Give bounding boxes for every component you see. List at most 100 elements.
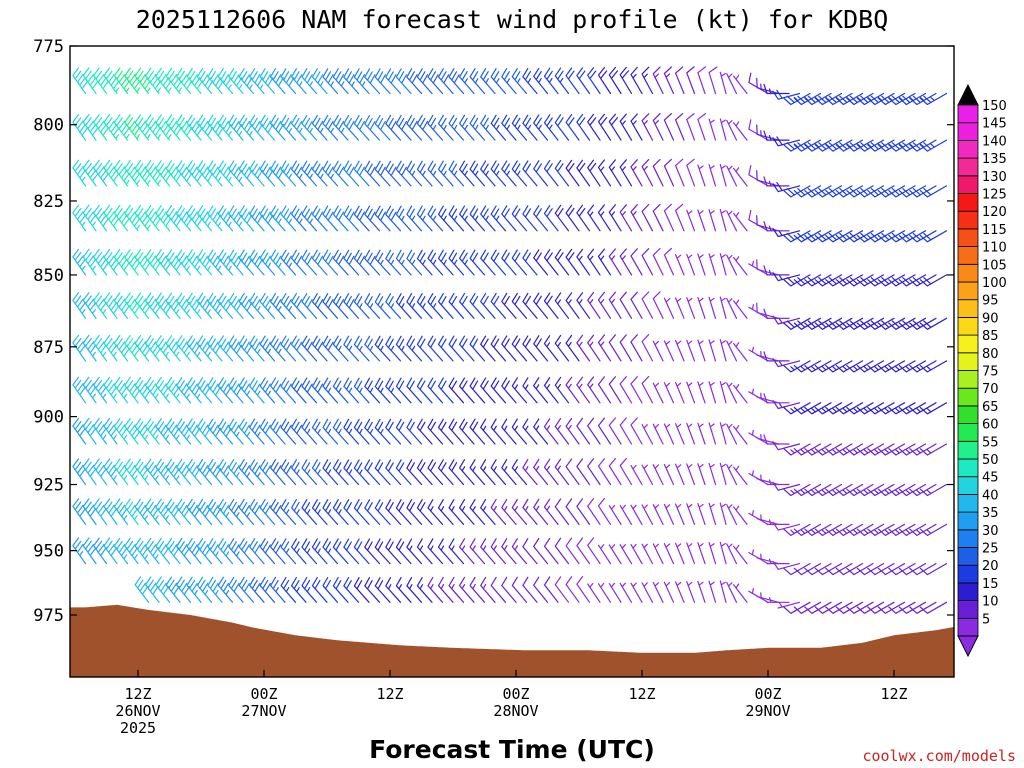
wind-barb: [663, 247, 675, 276]
wind-barb: [763, 393, 790, 404]
wind-barb: [469, 292, 486, 319]
wind-barb: [608, 291, 622, 319]
wind-barb: [155, 249, 172, 276]
wind-barb: [207, 538, 223, 565]
colorbar-swatch: [957, 281, 979, 301]
wind-barb: [490, 538, 507, 565]
wind-barb: [697, 580, 706, 603]
y-tick-label: 875: [33, 338, 64, 358]
wind-barb: [804, 402, 832, 415]
wind-barb: [652, 158, 664, 187]
wind-barb: [249, 205, 265, 232]
wind-barb: [877, 601, 906, 614]
wind-barb: [311, 576, 328, 603]
wind-barb: [565, 376, 580, 404]
wind-barb: [856, 402, 885, 415]
wind-barb: [301, 538, 318, 565]
wind-barb: [619, 544, 633, 565]
wind-barb: [898, 360, 927, 373]
colorbar-label: 70: [982, 382, 999, 397]
wind-barb: [134, 160, 151, 187]
y-tick-label: 975: [33, 606, 64, 626]
wind-barb: [406, 377, 423, 404]
wind-barb: [459, 68, 475, 95]
wind-barb: [825, 402, 853, 415]
wind-barb: [374, 205, 391, 232]
wind-barb: [511, 249, 528, 276]
wind-barb: [777, 601, 801, 609]
wind-barb: [406, 459, 423, 486]
wind-barb: [176, 160, 193, 187]
wind-barb: [196, 335, 213, 362]
wind-barb: [726, 423, 738, 445]
wind-barb: [733, 299, 748, 319]
wind-barb: [490, 418, 507, 445]
wind-barb: [395, 205, 412, 232]
ground-fill: [70, 604, 954, 677]
wind-barb: [165, 576, 181, 603]
wind-barb: [511, 292, 528, 319]
wind-barb: [697, 339, 706, 362]
colorbar-label: 40: [982, 488, 999, 503]
wind-barb: [511, 418, 528, 445]
wind-barb: [259, 292, 276, 319]
wind-barb: [511, 459, 528, 486]
wind-barb: [919, 563, 948, 576]
wind-barb: [814, 443, 843, 456]
wind-barb: [909, 523, 937, 536]
wind-barb: [459, 292, 475, 319]
wind-barb: [763, 176, 790, 187]
wind-barb: [270, 335, 286, 362]
wind-barb: [587, 498, 601, 525]
wind-barb: [395, 377, 412, 404]
wind-barb: [630, 204, 643, 232]
wind-barb: [82, 67, 99, 95]
wind-barb: [772, 136, 801, 147]
wind-barb: [437, 68, 454, 95]
wind-barb: [395, 459, 412, 486]
wind-barb: [385, 499, 402, 525]
wind-barb: [82, 292, 97, 319]
wind-barb: [238, 377, 255, 404]
wind-barb: [332, 377, 349, 404]
wind-barb: [291, 68, 307, 95]
wind-barb: [480, 459, 496, 486]
wind-barb: [406, 293, 423, 319]
colorbar-swatch: [957, 299, 979, 318]
wind-barb: [663, 581, 675, 603]
wind-barb: [395, 68, 412, 95]
wind-barb: [675, 158, 685, 187]
wind-barb: [249, 459, 265, 486]
wind-barb: [228, 538, 244, 565]
wind-barb: [427, 293, 444, 319]
wind-barb: [406, 335, 423, 362]
wind-barb: [919, 317, 948, 330]
wind-barb: [459, 205, 475, 232]
wind-barb: [207, 498, 223, 525]
wind-barb: [343, 577, 360, 603]
wind-barb: [93, 334, 108, 362]
wind-barb: [804, 360, 832, 373]
wind-barb: [144, 418, 160, 445]
wind-barb: [301, 249, 318, 276]
wind-barb: [228, 576, 244, 603]
wind-barb: [259, 538, 276, 565]
wind-barb: [619, 66, 633, 95]
wind-barb: [165, 292, 181, 319]
wind-barb: [733, 256, 748, 276]
wind-barb: [406, 249, 423, 276]
wind-barb: [501, 292, 517, 319]
wind-barb: [301, 160, 318, 187]
wind-barb: [176, 458, 192, 486]
wind-barb: [565, 159, 580, 187]
wind-barb: [697, 113, 707, 141]
wind-barb: [587, 458, 601, 486]
wind-barb: [343, 160, 360, 187]
wind-barb: [763, 130, 790, 141]
wind-barb: [144, 376, 160, 404]
wind-barb: [576, 458, 591, 486]
wind-barb: [641, 113, 654, 141]
wind-barb: [597, 458, 612, 486]
wind-barb: [630, 464, 643, 486]
wind-barb: [554, 159, 570, 187]
